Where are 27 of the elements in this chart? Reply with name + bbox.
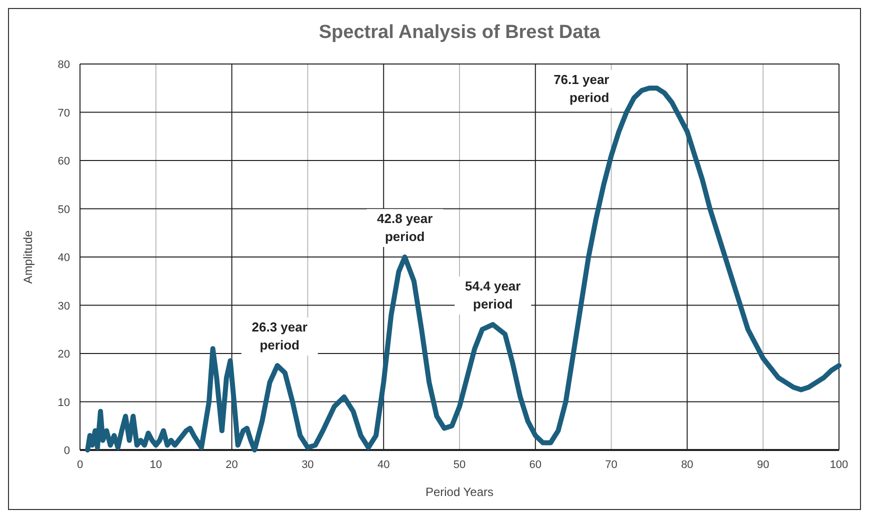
y-tick-label: 0 xyxy=(64,445,70,457)
chart-title: Spectral Analysis of Brest Data xyxy=(318,22,601,43)
x-tick-label: 50 xyxy=(453,459,466,471)
x-tick-label: 100 xyxy=(830,459,848,471)
x-tick-label: 90 xyxy=(756,459,770,471)
x-tick-label: 0 xyxy=(76,459,84,471)
x-tick-label: 30 xyxy=(302,459,314,471)
annotation: 54.4 year period xyxy=(465,278,521,312)
y-tick-label: 30 xyxy=(58,300,70,312)
y-tick-label: 40 xyxy=(58,252,70,264)
x-tick-label: 60 xyxy=(529,459,542,471)
y-tick-label: 10 xyxy=(58,396,70,409)
x-tick-label: 80 xyxy=(681,459,694,471)
x-axis-title: Period Years xyxy=(425,485,494,499)
x-tick-label: 40 xyxy=(377,459,390,471)
annotation: 26.3 year period xyxy=(252,320,308,353)
y-tick-label: 50 xyxy=(58,204,70,216)
y-tick-label: 70 xyxy=(58,107,70,120)
y-tick-label: 20 xyxy=(58,348,70,360)
x-tick-label: 70 xyxy=(605,459,618,471)
annotation: 42.8 year period xyxy=(377,211,433,244)
annotation: 76.1 year period xyxy=(554,72,610,106)
y-axis-title: Amplitude xyxy=(21,230,35,284)
x-tick-label: 10 xyxy=(150,459,162,471)
y-tick-label: 80 xyxy=(58,59,70,71)
x-tick-label: 20 xyxy=(226,459,238,471)
y-tick-label: 60 xyxy=(58,156,70,168)
